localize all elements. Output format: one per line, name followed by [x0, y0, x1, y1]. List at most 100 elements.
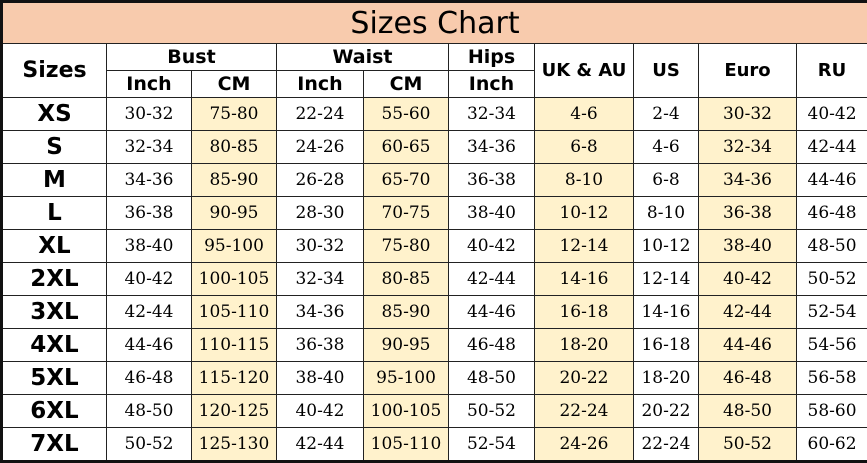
- table-row: S 32-34 80-85 24-26 60-65 34-36 6-8 4-6 32-34 42-…: [1, 129, 867, 164]
- table-row: M 34-36 85-90 26-28 65-70 36-38 8-10 6-8 34-36 44…: [1, 162, 867, 197]
- cell-bust-inch: 36-38: [106, 195, 192, 230]
- cell-size: M: [1, 162, 107, 197]
- header-hips-inch: Inch: [448, 70, 535, 98]
- header-hips: Hips: [448, 43, 535, 71]
- cell-us: 14-16: [633, 294, 699, 329]
- cell-waist-cm: 60-65: [363, 129, 449, 164]
- table-row: 7XL 50-52 125-130 42-44 105-110 52-54 24-26 22-…: [1, 426, 867, 463]
- cell-waist-inch: 26-28: [276, 162, 364, 197]
- cell-waist-inch: 24-26: [276, 129, 364, 164]
- cell-us: 22-24: [633, 426, 699, 463]
- cell-waist-inch: 34-36: [276, 294, 364, 329]
- header-ru: RU: [795, 43, 867, 98]
- cell-size: 5XL: [1, 360, 107, 395]
- cell-bust-cm: 90-95: [191, 195, 277, 230]
- header-us: US: [633, 43, 699, 98]
- cell-bust-inch: 34-36: [106, 162, 192, 197]
- table-row: XS 30-32 75-80 22-24 55-60 32-34 4-6 2-4 30-32 40…: [1, 97, 867, 131]
- cell-waist-cm: 95-100: [363, 360, 449, 395]
- cell-bust-cm: 80-85: [191, 129, 277, 164]
- cell-euro: 34-36: [698, 162, 797, 197]
- cell-euro: 38-40: [698, 228, 797, 263]
- cell-waist-cm: 55-60: [363, 97, 449, 131]
- cell-bust-cm: 115-120: [191, 360, 277, 395]
- header-bust: Bust: [106, 43, 277, 71]
- cell-hips-inch: 34-36: [448, 129, 535, 164]
- cell-uk-au: 18-20: [534, 327, 634, 362]
- cell-hips-inch: 52-54: [448, 426, 535, 463]
- cell-hips-inch: 50-52: [448, 393, 535, 428]
- cell-ru: 40-42: [795, 97, 867, 131]
- cell-uk-au: 16-18: [534, 294, 634, 329]
- cell-euro: 50-52: [698, 426, 797, 463]
- header-waist: Waist: [276, 43, 449, 71]
- cell-us: 6-8: [633, 162, 699, 197]
- cell-bust-inch: 50-52: [106, 426, 192, 463]
- table-row: 6XL 48-50 120-125 40-42 100-105 50-52 22-24 20-…: [1, 393, 867, 428]
- cell-waist-inch: 38-40: [276, 360, 364, 395]
- cell-bust-inch: 40-42: [106, 261, 192, 296]
- cell-bust-inch: 42-44: [106, 294, 192, 329]
- cell-us: 20-22: [633, 393, 699, 428]
- header-bust-inch: Inch: [106, 70, 192, 98]
- cell-bust-cm: 125-130: [191, 426, 277, 463]
- header-bust-cm: CM: [191, 70, 277, 98]
- cell-ru: 42-44: [795, 129, 867, 164]
- cell-size: L: [1, 195, 107, 230]
- cell-waist-cm: 65-70: [363, 162, 449, 197]
- cell-waist-cm: 70-75: [363, 195, 449, 230]
- cell-us: 8-10: [633, 195, 699, 230]
- cell-euro: 32-34: [698, 129, 797, 164]
- cell-uk-au: 14-16: [534, 261, 634, 296]
- cell-size: 3XL: [1, 294, 107, 329]
- cell-us: 16-18: [633, 327, 699, 362]
- cell-ru: 46-48: [795, 195, 867, 230]
- cell-ru: 50-52: [795, 261, 867, 296]
- cell-ru: 44-46: [795, 162, 867, 197]
- header-uk-au: UK & AU: [534, 43, 634, 98]
- cell-euro: 42-44: [698, 294, 797, 329]
- table-row: 4XL 44-46 110-115 36-38 90-95 46-48 18-20 16-18…: [1, 327, 867, 362]
- cell-bust-cm: 100-105: [191, 261, 277, 296]
- cell-waist-inch: 22-24: [276, 97, 364, 131]
- header-sizes: Sizes: [1, 43, 107, 98]
- cell-ru: 54-56: [795, 327, 867, 362]
- chart-title: Sizes Chart: [0, 1, 867, 44]
- cell-uk-au: 24-26: [534, 426, 634, 463]
- cell-waist-cm: 85-90: [363, 294, 449, 329]
- cell-hips-inch: 48-50: [448, 360, 535, 395]
- cell-hips-inch: 40-42: [448, 228, 535, 263]
- table-row: 5XL 46-48 115-120 38-40 95-100 48-50 20-22 18-2…: [1, 360, 867, 395]
- header-euro: Euro: [698, 43, 797, 98]
- cell-bust-cm: 110-115: [191, 327, 277, 362]
- cell-size: 4XL: [1, 327, 107, 362]
- cell-bust-inch: 38-40: [106, 228, 192, 263]
- cell-hips-inch: 36-38: [448, 162, 535, 197]
- cell-uk-au: 4-6: [534, 97, 634, 131]
- cell-waist-inch: 40-42: [276, 393, 364, 428]
- cell-us: 12-14: [633, 261, 699, 296]
- cell-euro: 44-46: [698, 327, 797, 362]
- cell-bust-cm: 105-110: [191, 294, 277, 329]
- table-row: L 36-38 90-95 28-30 70-75 38-40 10-12 8-10 36-38…: [1, 195, 867, 230]
- cell-bust-inch: 48-50: [106, 393, 192, 428]
- cell-waist-cm: 90-95: [363, 327, 449, 362]
- cell-uk-au: 8-10: [534, 162, 634, 197]
- cell-bust-cm: 120-125: [191, 393, 277, 428]
- table-row: XL 38-40 95-100 30-32 75-80 40-42 12-14 10-12 38…: [1, 228, 867, 263]
- cell-hips-inch: 42-44: [448, 261, 535, 296]
- cell-euro: 40-42: [698, 261, 797, 296]
- cell-uk-au: 10-12: [534, 195, 634, 230]
- cell-us: 10-12: [633, 228, 699, 263]
- cell-bust-cm: 75-80: [191, 97, 277, 131]
- cell-us: 18-20: [633, 360, 699, 395]
- cell-size: 2XL: [1, 261, 107, 296]
- cell-bust-inch: 46-48: [106, 360, 192, 395]
- table-row: 2XL 40-42 100-105 32-34 80-85 42-44 14-16 12-14…: [1, 261, 867, 296]
- cell-us: 4-6: [633, 129, 699, 164]
- cell-bust-inch: 44-46: [106, 327, 192, 362]
- cell-euro: 30-32: [698, 97, 797, 131]
- cell-ru: 56-58: [795, 360, 867, 395]
- table-row: 3XL 42-44 105-110 34-36 85-90 44-46 16-18 14-16…: [1, 294, 867, 329]
- cell-waist-inch: 42-44: [276, 426, 364, 463]
